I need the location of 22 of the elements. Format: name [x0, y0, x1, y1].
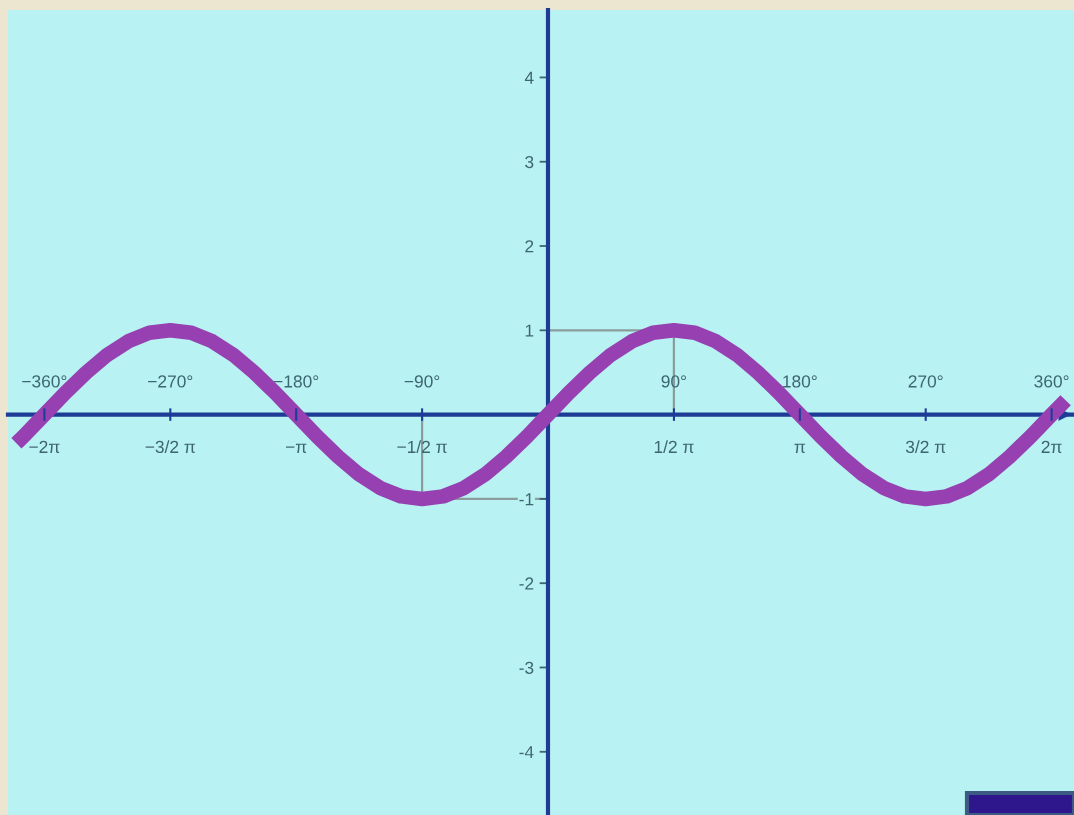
- x2-tick-label: −3/2 π: [145, 440, 196, 454]
- x-tick-label: −360°: [22, 375, 67, 388]
- x-tick-label: −180°: [274, 375, 319, 388]
- x2-tick-label: 2π: [1041, 440, 1062, 454]
- y-tick-label: -3: [519, 661, 534, 674]
- y-tick-label: -1: [519, 493, 534, 506]
- x2-tick-label: π: [794, 443, 806, 454]
- x2-tick-label: 1/2 π: [654, 440, 694, 454]
- x-tick-label: −90°: [404, 375, 440, 388]
- y-tick-label: -4: [519, 746, 534, 759]
- y-tick-label: 2: [525, 240, 534, 253]
- y-tick-label: 1: [525, 324, 534, 337]
- x-tick-label: 180°: [783, 375, 817, 388]
- y-tick-label: -2: [519, 577, 534, 590]
- x2-tick-label: −2π: [29, 440, 60, 454]
- x2-tick-label: 3/2 π: [905, 440, 946, 454]
- y-tick-label: 4: [524, 71, 534, 84]
- x-tick-label: 360°: [1034, 375, 1069, 388]
- x-tick-label: −270°: [148, 375, 193, 388]
- x2-tick-label: −π: [285, 443, 307, 454]
- y-tick-label: 3: [525, 155, 534, 169]
- x-tick-label: 270°: [908, 375, 943, 388]
